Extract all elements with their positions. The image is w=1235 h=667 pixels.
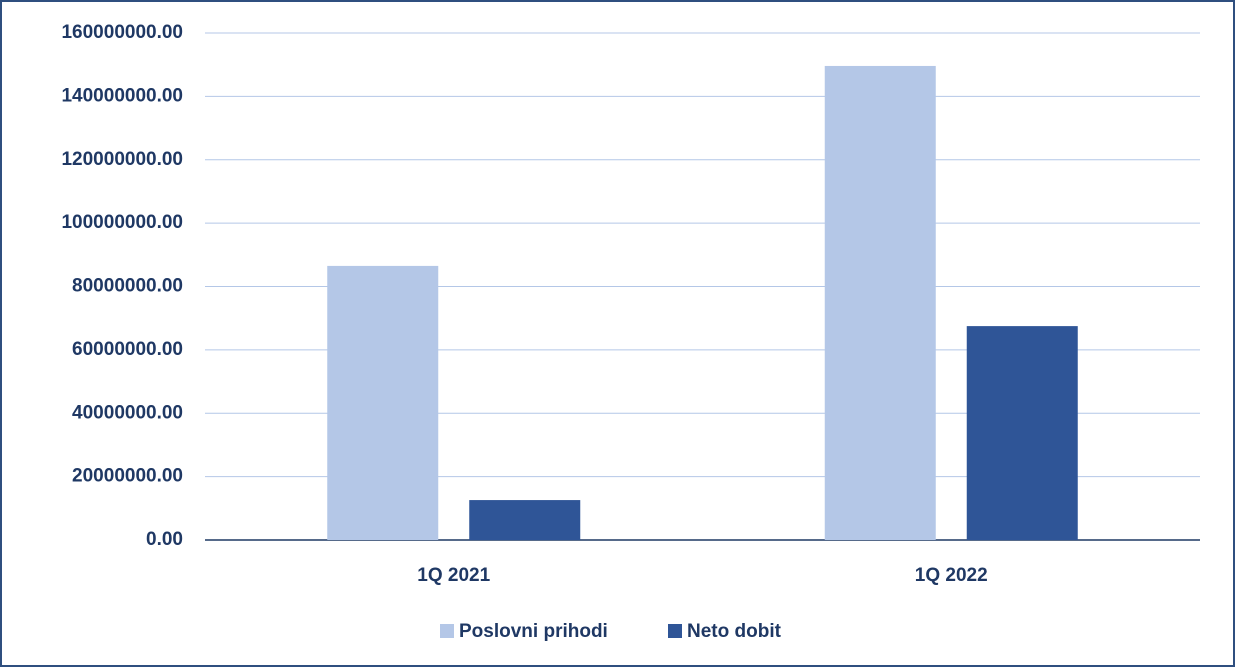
- bar: [966, 326, 1078, 540]
- y-tick-label: 120000000.00: [61, 149, 183, 170]
- y-tick-label: 40000000.00: [72, 402, 183, 423]
- legend-swatch: [668, 624, 682, 638]
- bar: [469, 500, 581, 540]
- legend-label: Neto dobit: [687, 621, 782, 642]
- bar: [824, 65, 936, 540]
- y-tick-label: 20000000.00: [72, 466, 183, 487]
- y-tick-label: 80000000.00: [72, 276, 183, 297]
- x-tick-label: 1Q 2022: [915, 565, 988, 586]
- y-tick-label: 0.00: [146, 529, 183, 550]
- y-tick-label: 140000000.00: [61, 85, 183, 106]
- x-tick-label: 1Q 2021: [417, 565, 490, 586]
- legend-swatch: [440, 624, 454, 638]
- y-tick-label: 60000000.00: [72, 339, 183, 360]
- y-tick-label: 160000000.00: [61, 22, 183, 43]
- y-tick-label: 100000000.00: [61, 212, 183, 233]
- bar: [327, 265, 439, 540]
- legend-label: Poslovni prihodi: [459, 621, 608, 642]
